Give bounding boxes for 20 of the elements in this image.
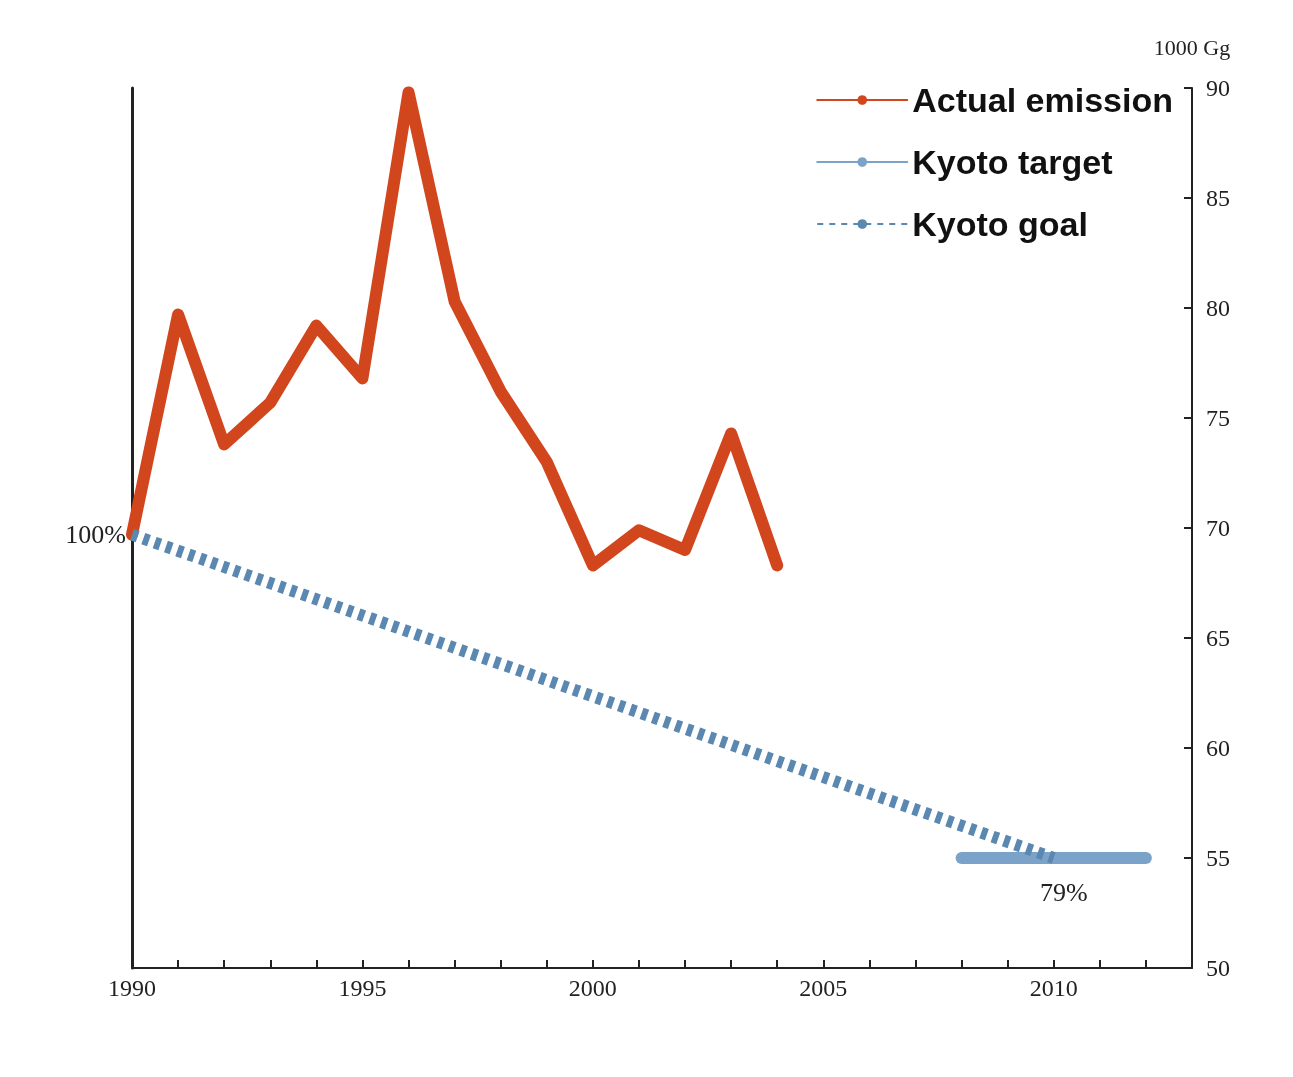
y-tick-label: 85 [1206, 185, 1230, 211]
x-tick-label: 2000 [568, 975, 617, 1001]
x-tick-label: 2010 [1029, 975, 1078, 1001]
legend-label: Kyoto target [912, 143, 1113, 181]
legend-label: Kyoto goal [912, 205, 1088, 243]
y-tick-label: 90 [1206, 75, 1230, 101]
annotation: 100% [65, 520, 126, 550]
y-tick-label: 70 [1206, 515, 1230, 541]
y-tick-label: 75 [1206, 405, 1230, 431]
y-tick-label: 60 [1206, 735, 1230, 761]
y-axis-title: 1000 Gg [1153, 34, 1231, 60]
annotation: 79% [1039, 877, 1088, 907]
y-tick-label: 50 [1206, 955, 1230, 981]
x-tick-label: 1990 [108, 975, 156, 1001]
x-tick-label: 1995 [338, 975, 387, 1001]
legend-label: Actual emission [912, 81, 1174, 119]
x-tick-label: 2005 [799, 975, 848, 1001]
y-tick-label: 80 [1206, 295, 1230, 321]
y-tick-label: 65 [1206, 625, 1230, 651]
y-tick-label: 55 [1206, 845, 1230, 871]
